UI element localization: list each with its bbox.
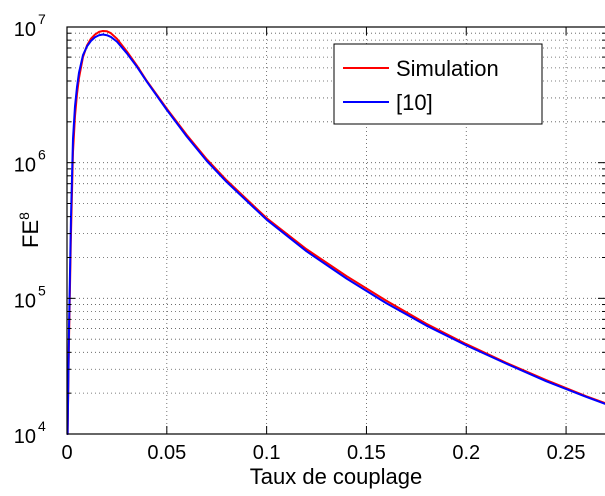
- legend-box: [333, 43, 543, 125]
- y-axis-label: FE8: [16, 212, 43, 248]
- legend: Simulation [10]: [333, 43, 543, 125]
- y-tick-label-exponent: 6: [38, 147, 46, 163]
- y-tick-label-exponent: 5: [38, 282, 46, 298]
- y-tick-label: 10: [14, 290, 36, 312]
- legend-label-simulation: Simulation: [396, 56, 499, 81]
- x-tick-label: 0.05: [147, 442, 186, 464]
- y-tick-label-exponent: 7: [38, 11, 46, 27]
- x-tick-label: 0: [61, 442, 72, 464]
- x-tick-label: 0.1: [253, 442, 281, 464]
- y-tick-label: 10: [14, 426, 36, 448]
- series-lines: [66, 29, 605, 435]
- x-tick-label: 0.15: [347, 442, 386, 464]
- series-line-ref10: [66, 33, 605, 435]
- plot-frame: [66, 26, 605, 435]
- legend-label-ref10: [10]: [396, 90, 433, 115]
- y-tick-label-exponent: 4: [38, 418, 46, 434]
- y-axis-label-exponent: 8: [16, 212, 32, 220]
- y-axis-label-base: FE: [18, 220, 43, 248]
- y-tick-label: 10: [14, 19, 36, 41]
- x-tick-label: 0.25: [547, 442, 586, 464]
- x-tick-label: 0.2: [452, 442, 480, 464]
- x-axis-label: Taux de couplage: [250, 464, 422, 489]
- y-tick-label: 10: [14, 155, 36, 177]
